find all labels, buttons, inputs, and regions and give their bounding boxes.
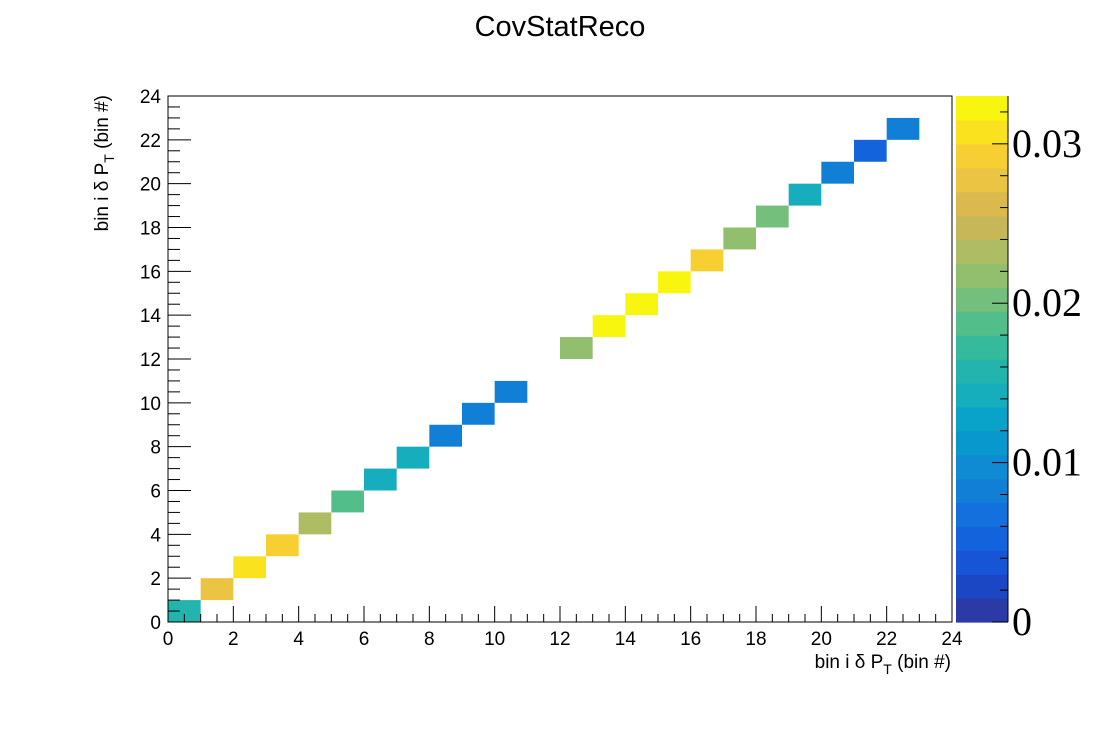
heatmap-cell [266, 534, 299, 557]
heatmap-cell [592, 315, 626, 338]
x-tick-label: 0 [163, 629, 174, 650]
x-tick-label: 6 [359, 629, 370, 650]
x-tick-label: 16 [680, 629, 701, 650]
x-axis-label-sub: T [883, 661, 892, 677]
y-tick-label: 18 [140, 219, 161, 240]
colorbar [956, 96, 1009, 623]
colorbar-band [956, 526, 1008, 551]
heatmap-cell [168, 600, 201, 622]
x-axis: 0 2 4 6 8 10 12 14 16 18 20 22 24 [163, 606, 963, 650]
heatmap-cell [658, 271, 691, 294]
heatmap-cell [723, 227, 756, 250]
heatmap-cell [854, 139, 887, 162]
y-tick-label: 14 [140, 306, 162, 327]
colorbar-band [956, 382, 1008, 408]
heatmap-cell [886, 117, 920, 140]
colorbar-band [956, 359, 1008, 384]
colorbar-band [956, 406, 1008, 432]
y-tick-label: 0 [150, 613, 161, 634]
y-tick-label: 4 [150, 525, 161, 546]
colorbar-band [956, 167, 1008, 193]
y-tick-label: 12 [140, 350, 161, 371]
colorbar-band [956, 311, 1008, 336]
heatmap-cell [494, 380, 528, 403]
heatmap-cell [429, 424, 462, 447]
colorbar-band [956, 574, 1008, 599]
heatmap-cell [462, 402, 495, 425]
y-tick-label: 16 [140, 262, 161, 283]
colorbar-band [956, 430, 1008, 456]
x-tick-label: 18 [745, 629, 766, 650]
y-axis-label-tail: (bin #) [92, 95, 113, 154]
colorbar-band [956, 119, 1008, 145]
y-tick-label: 10 [140, 394, 161, 415]
colorbar-band [956, 502, 1008, 527]
y-axis-label: bin i δ PT (bin #) [92, 95, 117, 231]
x-tick-label: 14 [615, 629, 637, 650]
heatmap-cell [364, 468, 397, 491]
heatmap-cell [625, 293, 658, 316]
heatmap-cell [298, 512, 332, 535]
y-tick-label: 20 [140, 175, 161, 196]
heatmap-cell [331, 490, 364, 513]
colorbar-band [956, 335, 1008, 360]
heatmap-cell [756, 205, 789, 228]
y-tick-label: 24 [140, 87, 162, 108]
heatmap-cell [788, 183, 822, 206]
colorbar-band [956, 287, 1008, 312]
x-axis-label-tail: (bin #) [892, 652, 951, 673]
y-tick-label: 2 [150, 569, 161, 590]
colorbar-band [956, 143, 1008, 169]
colorbar-band [956, 550, 1008, 575]
colorbar-band [956, 215, 1008, 241]
colorbar-band [956, 454, 1008, 480]
chart-title: CovStatReco [475, 11, 646, 43]
heatmap-cell [690, 249, 724, 272]
x-tick-label: 24 [941, 629, 963, 650]
colorbar-band [956, 598, 1008, 623]
x-tick-label: 2 [228, 629, 239, 650]
heatmap-cell [396, 446, 430, 469]
x-tick-label: 22 [876, 629, 897, 650]
colorbar-tick-label: 0.02 [1012, 280, 1082, 325]
colorbar-tick-label: 0.01 [1012, 440, 1082, 485]
heatmap-cell [560, 337, 593, 359]
y-axis-label-main: bin i δ P [92, 163, 113, 232]
x-tick-label: 8 [424, 629, 435, 650]
colorbar-band [956, 239, 1008, 264]
colorbar-band [956, 478, 1008, 504]
x-axis-label: bin i δ PT (bin #) [815, 652, 951, 677]
colorbar-band [956, 191, 1008, 217]
x-tick-label: 4 [293, 629, 304, 650]
colorbar-band [956, 96, 1008, 121]
x-tick-label: 20 [811, 629, 832, 650]
x-tick-label: 12 [549, 629, 570, 650]
heatmap-cells [168, 117, 920, 622]
x-tick-label: 10 [484, 629, 505, 650]
colorbar-ticks: 0 0.01 0.02 0.03 [992, 111, 1082, 644]
y-axis-label-sub: T [101, 154, 117, 163]
heatmap-cell [233, 556, 266, 579]
x-axis-label-main: bin i δ P [815, 652, 884, 673]
y-tick-label: 8 [150, 438, 161, 459]
heatmap-cell [200, 578, 234, 601]
colorbar-band [956, 263, 1008, 288]
heatmap-cell [821, 161, 854, 184]
colorbar-tick-label: 0 [1012, 599, 1032, 644]
y-tick-label: 6 [150, 482, 161, 503]
colorbar-tick-label: 0.03 [1012, 121, 1082, 166]
y-tick-label: 22 [140, 131, 161, 152]
